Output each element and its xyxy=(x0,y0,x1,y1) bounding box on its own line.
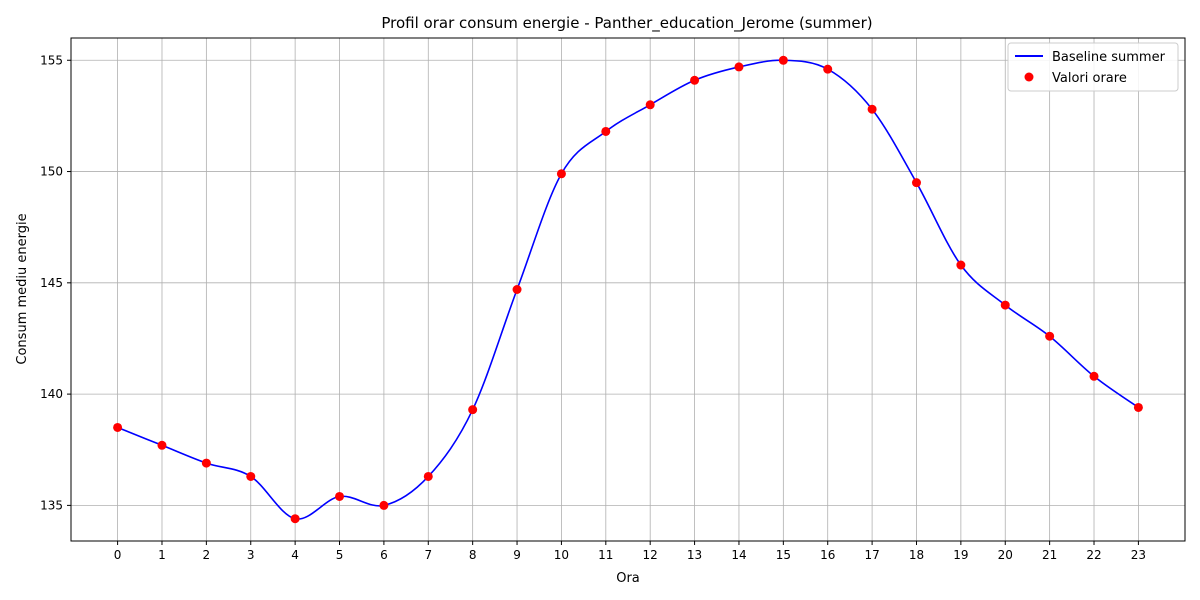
x-tick-label: 16 xyxy=(820,548,835,562)
x-tick-label: 5 xyxy=(336,548,344,562)
x-tick-label: 2 xyxy=(203,548,211,562)
data-point xyxy=(423,471,433,481)
data-point xyxy=(956,260,966,270)
x-tick-label: 6 xyxy=(380,548,388,562)
x-tick-label: 22 xyxy=(1086,548,1101,562)
data-point xyxy=(734,62,744,72)
data-point xyxy=(113,422,123,432)
x-tick-label: 0 xyxy=(114,548,122,562)
x-tick-label: 10 xyxy=(554,548,569,562)
data-point xyxy=(246,471,256,481)
data-point xyxy=(157,440,167,450)
legend-entry-baseline: Baseline summer xyxy=(1052,50,1166,65)
data-point xyxy=(690,75,700,85)
data-point xyxy=(512,285,522,294)
x-tick-label: 1 xyxy=(158,548,166,562)
data-point xyxy=(468,405,478,415)
y-tick-label: 155 xyxy=(40,53,63,67)
x-tick-label: 9 xyxy=(513,548,521,562)
data-point xyxy=(1045,331,1055,341)
grid xyxy=(71,38,1185,541)
x-tick-label: 20 xyxy=(998,548,1013,562)
data-point xyxy=(335,491,345,501)
y-axis-label: Consum mediu energie xyxy=(15,213,30,364)
plot-frame xyxy=(70,37,1186,542)
data-point xyxy=(867,104,877,114)
data-point xyxy=(823,64,833,74)
x-tick-label: 19 xyxy=(953,548,968,562)
data-point xyxy=(1000,300,1010,310)
legend-box xyxy=(1007,42,1179,92)
data-point xyxy=(911,178,921,188)
x-tick-label: 13 xyxy=(687,548,702,562)
data-point xyxy=(601,126,611,136)
x-axis-label: Ora xyxy=(616,571,640,586)
legend: Baseline summer Valori orare xyxy=(1007,42,1179,92)
chart-title: Profil orar consum energie - Panther_edu… xyxy=(381,14,872,33)
scatter-points xyxy=(113,55,1143,524)
data-point xyxy=(556,169,566,179)
x-tick-label: 3 xyxy=(247,548,255,562)
x-tick-label: 11 xyxy=(598,548,613,562)
x-tick-label: 14 xyxy=(731,548,746,562)
data-point xyxy=(778,55,788,65)
y-tick-label: 135 xyxy=(40,498,63,512)
series-line-baseline-summer xyxy=(117,59,1139,520)
y-tick-label: 145 xyxy=(40,276,63,290)
y-axis-ticks: 135 140 145 150 155 xyxy=(40,53,71,512)
x-tick-label: 23 xyxy=(1131,548,1146,562)
x-tick-label: 21 xyxy=(1042,548,1057,562)
data-point xyxy=(201,458,211,468)
x-tick-label: 12 xyxy=(643,548,658,562)
data-point xyxy=(290,514,300,524)
data-point xyxy=(379,500,389,510)
x-tick-label: 7 xyxy=(424,548,432,562)
legend-entry-valori: Valori orare xyxy=(1052,71,1127,86)
data-point xyxy=(1133,402,1143,412)
x-axis-ticks: 0 1 2 3 4 5 6 7 8 9 10 11 12 13 14 15 16 17 18 19 20 21 22 23 xyxy=(114,541,1146,562)
x-tick-label: 18 xyxy=(909,548,924,562)
data-point xyxy=(645,100,655,110)
data-point xyxy=(1089,371,1099,381)
x-tick-label: 17 xyxy=(864,548,879,562)
legend-marker-swatch xyxy=(1024,72,1034,82)
x-tick-label: 4 xyxy=(291,548,299,562)
x-tick-label: 8 xyxy=(469,548,477,562)
x-tick-label: 15 xyxy=(776,548,791,562)
y-tick-label: 150 xyxy=(40,165,63,179)
y-tick-label: 140 xyxy=(40,387,63,401)
